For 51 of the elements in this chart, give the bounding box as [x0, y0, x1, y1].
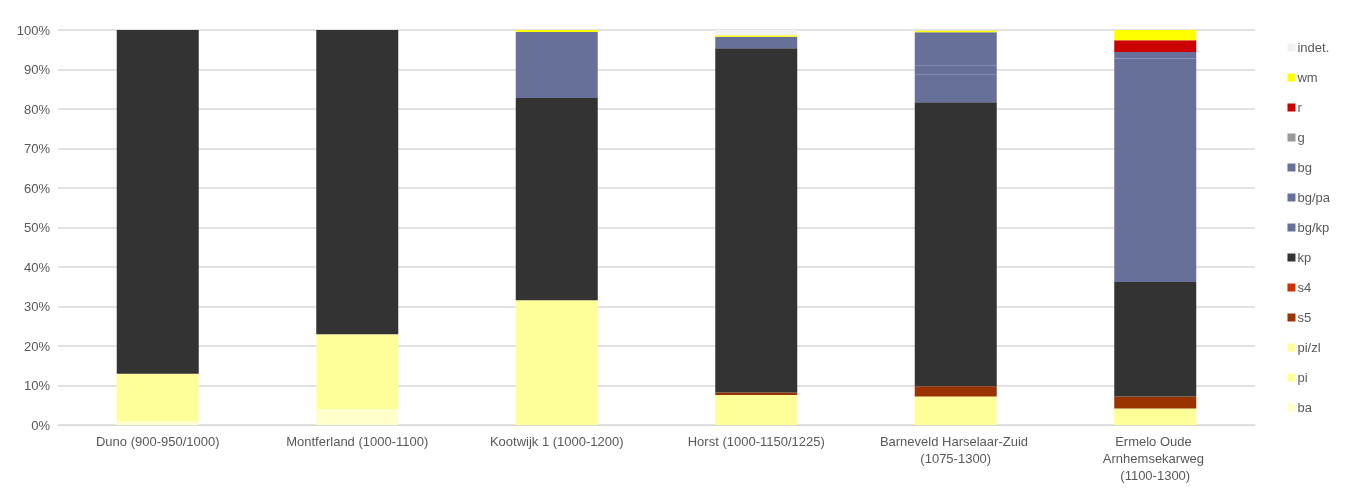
legend-label: kp	[1297, 250, 1312, 265]
legend-label: s5	[1297, 310, 1312, 325]
bar	[1114, 396, 1197, 409]
y-tick-label: 30%	[23, 299, 51, 314]
y-tick-label: 40%	[23, 259, 51, 275]
bar	[1114, 408, 1197, 425]
y-tick-label: 80%	[23, 101, 51, 117]
x-tick-label: Duno (900-950/1000)	[95, 434, 220, 449]
bar	[116, 373, 199, 422]
x-tick-label: Kootwijk 1 (1000-1200)	[489, 434, 624, 449]
bar	[116, 30, 199, 374]
y-tick-label: 90%	[23, 62, 51, 77]
y-tick-label: 60%	[23, 180, 51, 196]
x-tick-label: Barneveld Harselaar-Zuid (1075-1300)	[879, 434, 1032, 466]
x-tick-label: Horst (1000-1150/1225)	[687, 434, 825, 449]
bar	[515, 97, 598, 301]
legend-label: s4	[1297, 280, 1312, 295]
legend-label: bg/pa	[1297, 190, 1331, 205]
y-tick-label: 100%	[16, 22, 51, 38]
bar	[715, 30, 798, 36]
legend-label: indet.	[1297, 40, 1330, 55]
y-tick-label: 20%	[23, 338, 51, 354]
legend-label: g	[1297, 130, 1305, 145]
legend-label: r	[1297, 100, 1303, 115]
bar	[914, 396, 997, 425]
bar	[515, 300, 598, 425]
legend-label: wm	[1296, 70, 1318, 85]
legend-label: pi/zl	[1297, 340, 1321, 355]
bar	[316, 334, 399, 410]
bar	[515, 31, 598, 98]
legend-label: bg/kp	[1297, 220, 1330, 235]
bar	[715, 394, 798, 425]
bar	[715, 36, 798, 49]
bar	[316, 409, 399, 425]
bar	[715, 48, 798, 393]
x-tick-label: Montferland (1000-1100)	[286, 434, 429, 449]
bar	[1114, 282, 1197, 397]
y-tick-label: 50%	[23, 220, 51, 235]
bar	[1114, 40, 1197, 53]
bar	[316, 30, 399, 335]
bar	[914, 102, 997, 387]
y-tick-label: 70%	[23, 141, 51, 156]
bar	[914, 386, 997, 397]
bar	[116, 421, 199, 425]
x-tick-label: Ermelo Oude Arnhemsekarweg (1100-1300)	[1102, 434, 1208, 483]
y-tick-label: 10%	[23, 378, 51, 393]
legend-label: bg	[1297, 160, 1312, 175]
y-tick-label: 0%	[31, 417, 51, 433]
legend-label: pi	[1297, 370, 1308, 385]
legend-label: ba	[1297, 400, 1313, 415]
bar	[1114, 30, 1197, 41]
